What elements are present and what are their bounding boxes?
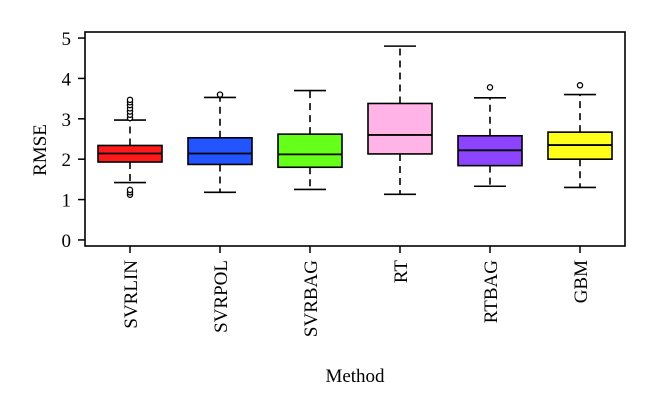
y-tick-label: 2 [62, 150, 72, 171]
x-tick-label: RTBAG [481, 260, 502, 324]
x-tick-label: SVRPOL [211, 260, 232, 333]
y-tick-label: 4 [62, 69, 72, 90]
outlier-point [216, 91, 224, 98]
plot-frame [84, 31, 626, 247]
y-tick-label: 1 [62, 191, 72, 212]
x-tick-label: GBM [571, 260, 592, 303]
outlier-point [126, 186, 134, 194]
box-rt [367, 102, 433, 155]
y-axis-label: RMSE [30, 124, 51, 176]
y-tick-label: 0 [62, 231, 72, 252]
x-axis-label: Method [325, 366, 385, 387]
box-svrpol [187, 136, 253, 166]
outlier-point [486, 84, 494, 91]
box-svrbag [277, 133, 343, 169]
y-tick-label: 5 [62, 29, 72, 50]
x-tick-label: SVRBAG [301, 260, 322, 337]
y-tick-label: 3 [62, 110, 72, 131]
outlier-point [576, 82, 584, 89]
x-tick-label: RT [391, 260, 412, 284]
x-tick-label: SVRLIN [121, 260, 142, 329]
outlier-point [126, 96, 134, 104]
